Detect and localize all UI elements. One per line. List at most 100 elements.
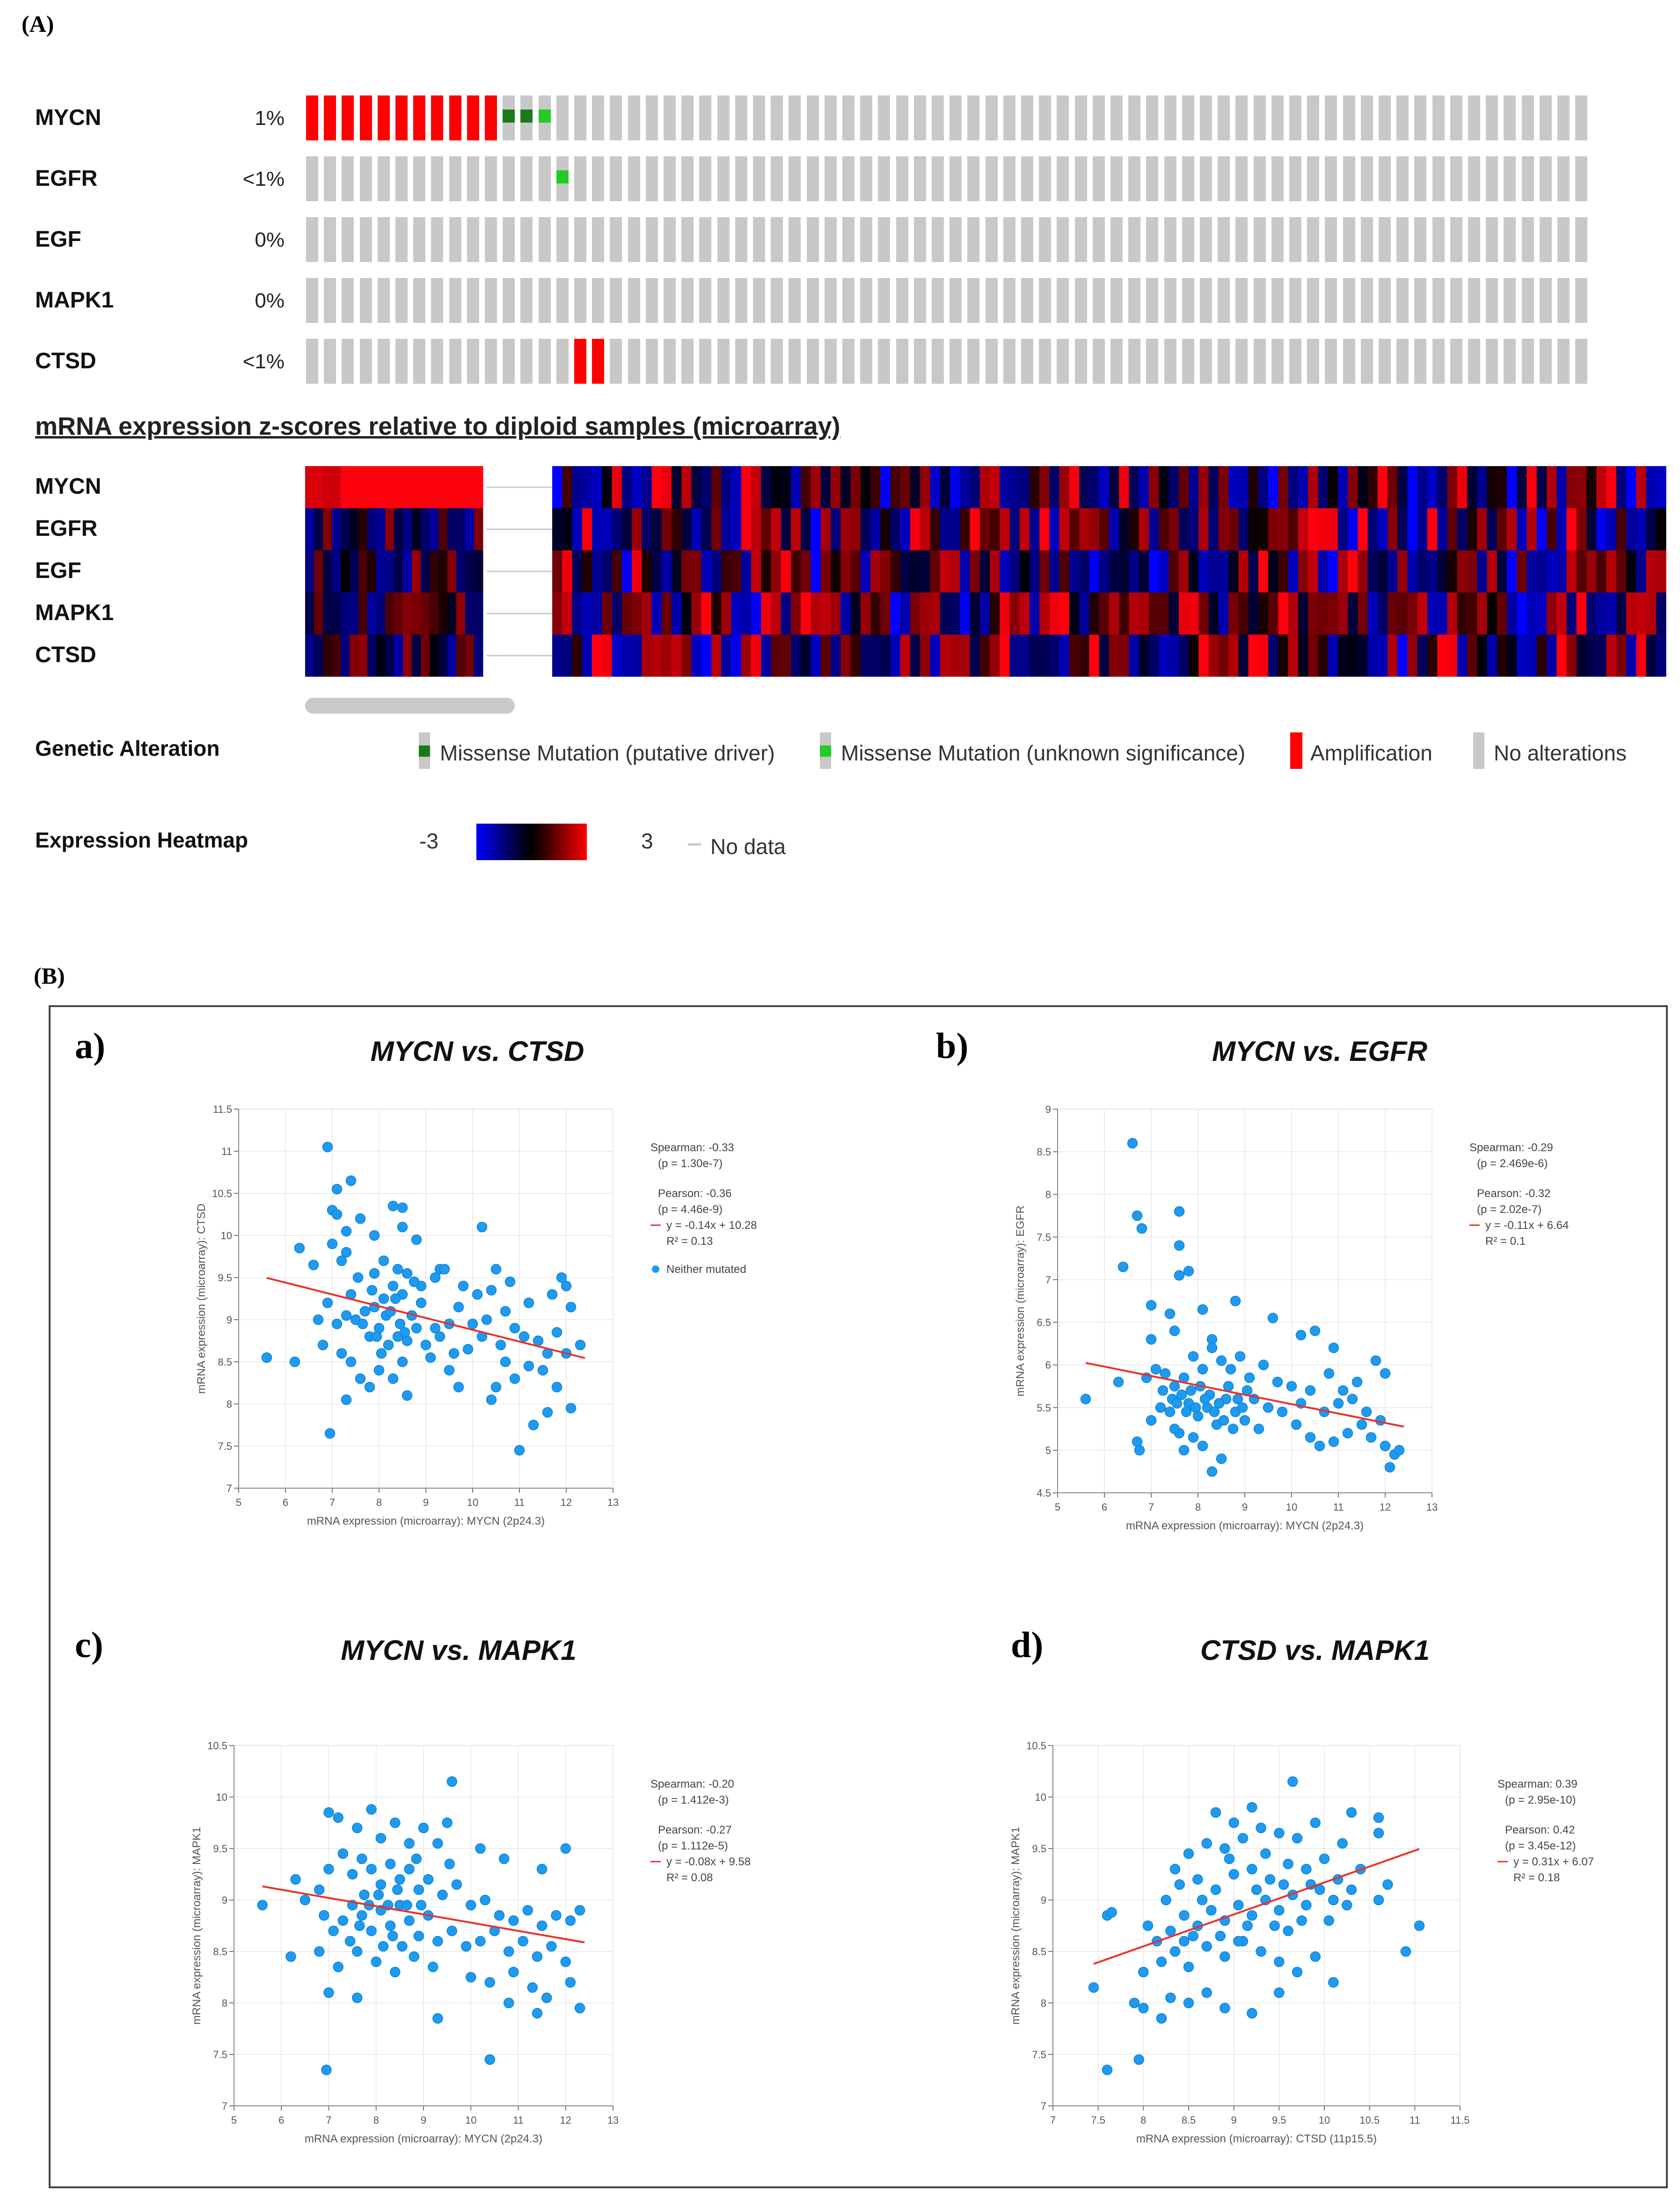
oncoprint-cell[interactable] [932, 156, 944, 201]
oncoprint-cell[interactable] [824, 217, 837, 262]
oncoprint-cell[interactable] [1307, 217, 1320, 262]
oncoprint-cell[interactable] [699, 339, 712, 384]
oncoprint-cell[interactable] [824, 278, 837, 323]
oncoprint-cell[interactable] [413, 156, 426, 201]
oncoprint-cell[interactable] [1539, 217, 1552, 262]
oncoprint-cell[interactable] [950, 156, 962, 201]
oncoprint-cell[interactable] [1575, 278, 1588, 323]
oncoprint-cell[interactable] [878, 278, 891, 323]
oncoprint-cell[interactable] [485, 217, 497, 262]
oncoprint-cell[interactable] [306, 156, 318, 201]
oncoprint-cell[interactable] [1164, 278, 1176, 323]
oncoprint-cell[interactable] [1253, 339, 1266, 384]
oncoprint-cell[interactable] [1110, 278, 1123, 323]
oncoprint-cell[interactable] [645, 339, 658, 384]
oncoprint-cell[interactable] [681, 217, 694, 262]
oncoprint-cell[interactable] [1021, 156, 1033, 201]
oncoprint-cell[interactable] [771, 278, 783, 323]
oncoprint-cell[interactable] [735, 156, 747, 201]
oncoprint-cell[interactable] [1468, 156, 1480, 201]
oncoprint-cell[interactable] [1039, 217, 1052, 262]
oncoprint-cell[interactable] [1039, 278, 1052, 323]
oncoprint-cell[interactable] [324, 339, 336, 384]
oncoprint-cell[interactable] [1253, 156, 1266, 201]
oncoprint-cell[interactable] [1271, 217, 1284, 262]
oncoprint-cell[interactable] [1253, 217, 1266, 262]
oncoprint-cell[interactable] [306, 95, 318, 140]
oncoprint-cell[interactable] [806, 156, 819, 201]
oncoprint-cell[interactable] [1128, 278, 1141, 323]
oncoprint-cell[interactable] [913, 217, 926, 262]
oncoprint-cell[interactable] [985, 95, 998, 140]
oncoprint-cell[interactable] [1021, 217, 1033, 262]
oncoprint-cell[interactable] [1360, 217, 1373, 262]
oncoprint-cell[interactable] [538, 339, 551, 384]
oncoprint-cell[interactable] [1146, 339, 1159, 384]
oncoprint-cell[interactable] [1450, 95, 1462, 140]
oncoprint-cell[interactable] [1092, 95, 1105, 140]
oncoprint-cell[interactable] [556, 339, 569, 384]
oncoprint-cell[interactable] [342, 217, 354, 262]
oncoprint-cell[interactable] [1200, 217, 1212, 262]
oncoprint-cell[interactable] [1575, 217, 1588, 262]
oncoprint-cell[interactable] [1414, 339, 1427, 384]
oncoprint-cell[interactable] [1504, 217, 1516, 262]
oncoprint-cell[interactable] [1414, 95, 1427, 140]
oncoprint-cell[interactable] [1092, 339, 1105, 384]
oncoprint-cell[interactable] [342, 156, 354, 201]
oncoprint-cell[interactable] [1289, 95, 1301, 140]
oncoprint-cell[interactable] [1003, 95, 1015, 140]
oncoprint-cell[interactable] [1021, 95, 1033, 140]
oncoprint-cell[interactable] [967, 95, 980, 140]
oncoprint-cell[interactable] [503, 278, 515, 323]
oncoprint-cell[interactable] [1074, 339, 1087, 384]
oncoprint-cell[interactable] [359, 95, 372, 140]
oncoprint-cell[interactable] [574, 217, 586, 262]
oncoprint-cell[interactable] [1164, 95, 1176, 140]
oncoprint-cell[interactable] [1235, 95, 1248, 140]
oncoprint-cell[interactable] [574, 339, 586, 384]
oncoprint-cell[interactable] [377, 339, 390, 384]
oncoprint-cell[interactable] [1074, 217, 1087, 262]
oncoprint-cell[interactable] [395, 95, 408, 140]
oncoprint-cell[interactable] [1486, 278, 1498, 323]
oncoprint-cell[interactable] [449, 339, 461, 384]
oncoprint-cell[interactable] [1200, 339, 1212, 384]
oncoprint-cell[interactable] [896, 95, 908, 140]
oncoprint-cell[interactable] [377, 156, 390, 201]
oncoprint-cell[interactable] [664, 156, 676, 201]
oncoprint-cell[interactable] [717, 156, 730, 201]
oncoprint-cell[interactable] [1110, 339, 1123, 384]
oncoprint-cell[interactable] [1414, 278, 1427, 323]
oncoprint-cell[interactable] [1521, 217, 1534, 262]
oncoprint-cell[interactable] [1218, 95, 1230, 140]
oncoprint-cell[interactable] [1021, 339, 1033, 384]
oncoprint-cell[interactable] [485, 95, 497, 140]
oncoprint-cell[interactable] [538, 95, 551, 140]
oncoprint-cell[interactable] [806, 95, 819, 140]
oncoprint-cell[interactable] [1021, 278, 1033, 323]
oncoprint-cell[interactable] [789, 95, 801, 140]
oncoprint-cell[interactable] [1557, 217, 1570, 262]
oncoprint-cell[interactable] [592, 95, 605, 140]
oncoprint-cell[interactable] [932, 95, 944, 140]
oncoprint-cell[interactable] [359, 217, 372, 262]
oncoprint-cell[interactable] [431, 95, 444, 140]
oncoprint-cell[interactable] [664, 339, 676, 384]
oncoprint-cell[interactable] [842, 217, 855, 262]
oncoprint-cell[interactable] [985, 339, 998, 384]
oncoprint-cell[interactable] [1521, 156, 1534, 201]
oncoprint-cell[interactable] [449, 156, 461, 201]
oncoprint-cell[interactable] [1325, 217, 1337, 262]
oncoprint-cell[interactable] [1003, 217, 1015, 262]
oncoprint-cell[interactable] [592, 217, 605, 262]
oncoprint-cell[interactable] [324, 95, 336, 140]
oncoprint-cell[interactable] [1521, 278, 1534, 323]
oncoprint-cell[interactable] [842, 339, 855, 384]
oncoprint-cell[interactable] [950, 217, 962, 262]
oncoprint-cell[interactable] [1379, 278, 1391, 323]
oncoprint-cell[interactable] [771, 95, 783, 140]
oncoprint-cell[interactable] [1468, 95, 1480, 140]
oncoprint-cell[interactable] [1146, 217, 1159, 262]
oncoprint-cell[interactable] [878, 217, 891, 262]
